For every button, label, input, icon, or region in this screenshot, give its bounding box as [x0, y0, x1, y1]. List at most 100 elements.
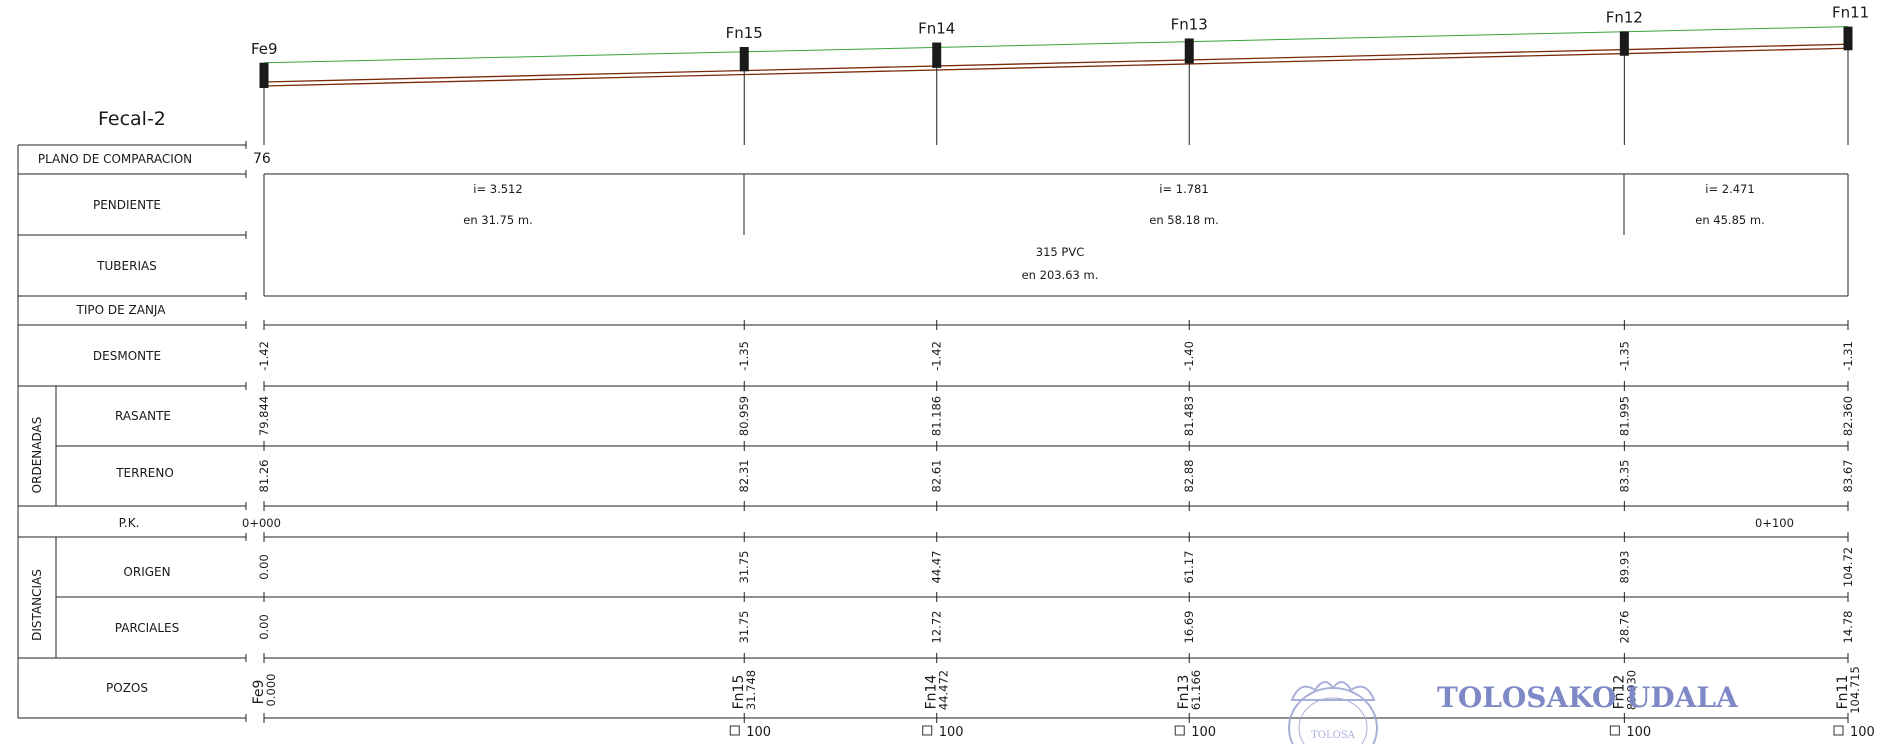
scale-label: 100 [1626, 725, 1651, 740]
origen-value: 44.47 [930, 551, 944, 584]
terreno-value: 81.26 [257, 460, 271, 493]
watermark-seal-text: TOLOSA [1311, 730, 1356, 741]
pozo-chainage: 61.166 [1189, 670, 1203, 710]
manhole-name: Fe9 [251, 40, 278, 58]
desmonte-value: -1.42 [257, 341, 271, 371]
manhole-name: Fn14 [918, 20, 955, 38]
scale-box [1174, 725, 1185, 736]
profile-title: Fecal-2 [98, 108, 166, 130]
watermark-seal: TOLOSA [1288, 681, 1378, 744]
rasante-value: 80.959 [737, 396, 751, 436]
scale-box [1833, 725, 1844, 736]
pozo-name: Fn11 [1835, 675, 1851, 710]
parcial-value: 28.76 [1617, 611, 1631, 644]
parcial-value: 0.00 [257, 614, 271, 640]
pozo-name: Fn13 [1176, 675, 1192, 710]
pozo-chainage: 31.748 [744, 670, 758, 710]
row-label-tuberias: TUBERIAS [96, 259, 157, 273]
scale-box [922, 725, 933, 736]
rasante-value: 81.483 [1182, 396, 1196, 436]
row-label-terreno: TERRENO [115, 466, 174, 480]
manhole-block [739, 47, 749, 72]
scale-box [1609, 725, 1620, 736]
origen-value: 31.75 [737, 551, 751, 584]
slope-2-len: en 58.18 m. [1149, 213, 1218, 227]
parcial-value: 14.78 [1841, 611, 1855, 644]
origen-value: 89.93 [1617, 551, 1631, 584]
row-label-zanja: TIPO DE ZANJA [76, 303, 167, 317]
slope-3-i: i= 2.471 [1705, 182, 1754, 196]
row-label-pozos: POZOS [106, 681, 148, 695]
terreno-value: 82.61 [930, 460, 944, 493]
pozo-chainage: 89.930 [1624, 670, 1638, 710]
manhole-block [1619, 31, 1629, 56]
scale-label: 100 [939, 725, 964, 740]
row-label-rasante: RASANTE [115, 409, 171, 423]
pk-mark-100: 0+100 [1755, 516, 1794, 530]
manhole-block [259, 62, 269, 88]
row-label-plano: PLANO DE COMPARACION [38, 152, 192, 166]
desmonte-value: -1.40 [1182, 341, 1196, 371]
pipe-top-line [263, 43, 1849, 83]
profile-section: Fecal-2 Fe9 Fn15 Fn14 Fn13 Fn12 Fn11 [98, 4, 1869, 145]
row-label-desmonte: DESMONTE [93, 349, 161, 363]
watermark-text: TOLOSAKO UDALA [1437, 681, 1739, 714]
pk-mark-start: 0+000 [242, 516, 281, 530]
row-label-parciales: PARCIALES [115, 621, 179, 635]
group-label-distancias: DISTANCIAS [30, 569, 44, 641]
slope-1-len: en 31.75 m. [463, 213, 532, 227]
row-label-pk: P.K. [119, 516, 140, 530]
slope-1-i: i= 3.512 [473, 182, 522, 196]
pipe-length: en 203.63 m. [1022, 268, 1099, 282]
desmonte-value: -1.42 [930, 341, 944, 371]
manhole-name: Fn13 [1171, 15, 1208, 33]
pipe-spec: 315 PVC [1036, 245, 1084, 259]
terreno-value: 82.88 [1182, 460, 1196, 493]
datum-value: 76 [253, 151, 271, 167]
scale-label: 100 [746, 725, 771, 740]
manhole-name: Fn12 [1606, 8, 1643, 26]
parcial-value: 16.69 [1182, 611, 1196, 644]
parcial-value: 12.72 [930, 611, 944, 644]
scale-label: 100 [1850, 725, 1875, 740]
scale-box [729, 725, 740, 736]
terreno-value: 83.35 [1617, 460, 1631, 493]
manhole-block [1843, 26, 1853, 51]
manhole-group: Fe9 Fn15 Fn14 Fn13 Fn12 Fn11 [251, 4, 1869, 145]
rasante-value: 81.995 [1617, 396, 1631, 436]
group-label-ordenadas: ORDENADAS [30, 417, 44, 494]
manhole-block [932, 42, 942, 68]
pozo-name: Fn12 [1611, 675, 1627, 710]
manhole-name: Fn11 [1832, 4, 1869, 22]
manhole-block [1184, 38, 1194, 64]
pozo-name: Fn14 [924, 675, 940, 710]
desmonte-value: -1.35 [1617, 341, 1631, 371]
pozo-chainage: 44.472 [937, 670, 951, 710]
row-label-origen: ORIGEN [123, 565, 170, 579]
pozo-name: Fn15 [731, 675, 747, 710]
ground-line [263, 26, 1849, 64]
row-label-pendiente: PENDIENTE [93, 198, 161, 212]
origen-value: 104.72 [1841, 547, 1855, 587]
pozo-chainage: 0.000 [264, 674, 278, 707]
parcial-value: 31.75 [737, 611, 751, 644]
rasante-value: 82.360 [1841, 396, 1855, 436]
terreno-value: 83.67 [1841, 460, 1855, 493]
terreno-value: 82.31 [737, 460, 751, 493]
scale-label: 100 [1191, 725, 1216, 740]
slope-3-len: en 45.85 m. [1695, 213, 1764, 227]
pozo-name: Fe9 [251, 680, 267, 705]
manhole-name: Fn15 [726, 24, 763, 42]
desmonte-value: -1.35 [737, 341, 751, 371]
profile-data-table: PLANO DE COMPARACION PENDIENTE TUBERIAS … [17, 141, 1875, 740]
pipe-bottom-line [263, 47, 1849, 87]
origen-value: 61.17 [1182, 551, 1196, 584]
rasante-value: 81.186 [930, 396, 944, 436]
pozo-chainage: 104.715 [1848, 666, 1862, 714]
desmonte-value: -1.31 [1841, 341, 1855, 371]
slope-2-i: i= 1.781 [1159, 182, 1208, 196]
rasante-value: 79.844 [257, 396, 271, 436]
origen-value: 0.00 [257, 554, 271, 580]
